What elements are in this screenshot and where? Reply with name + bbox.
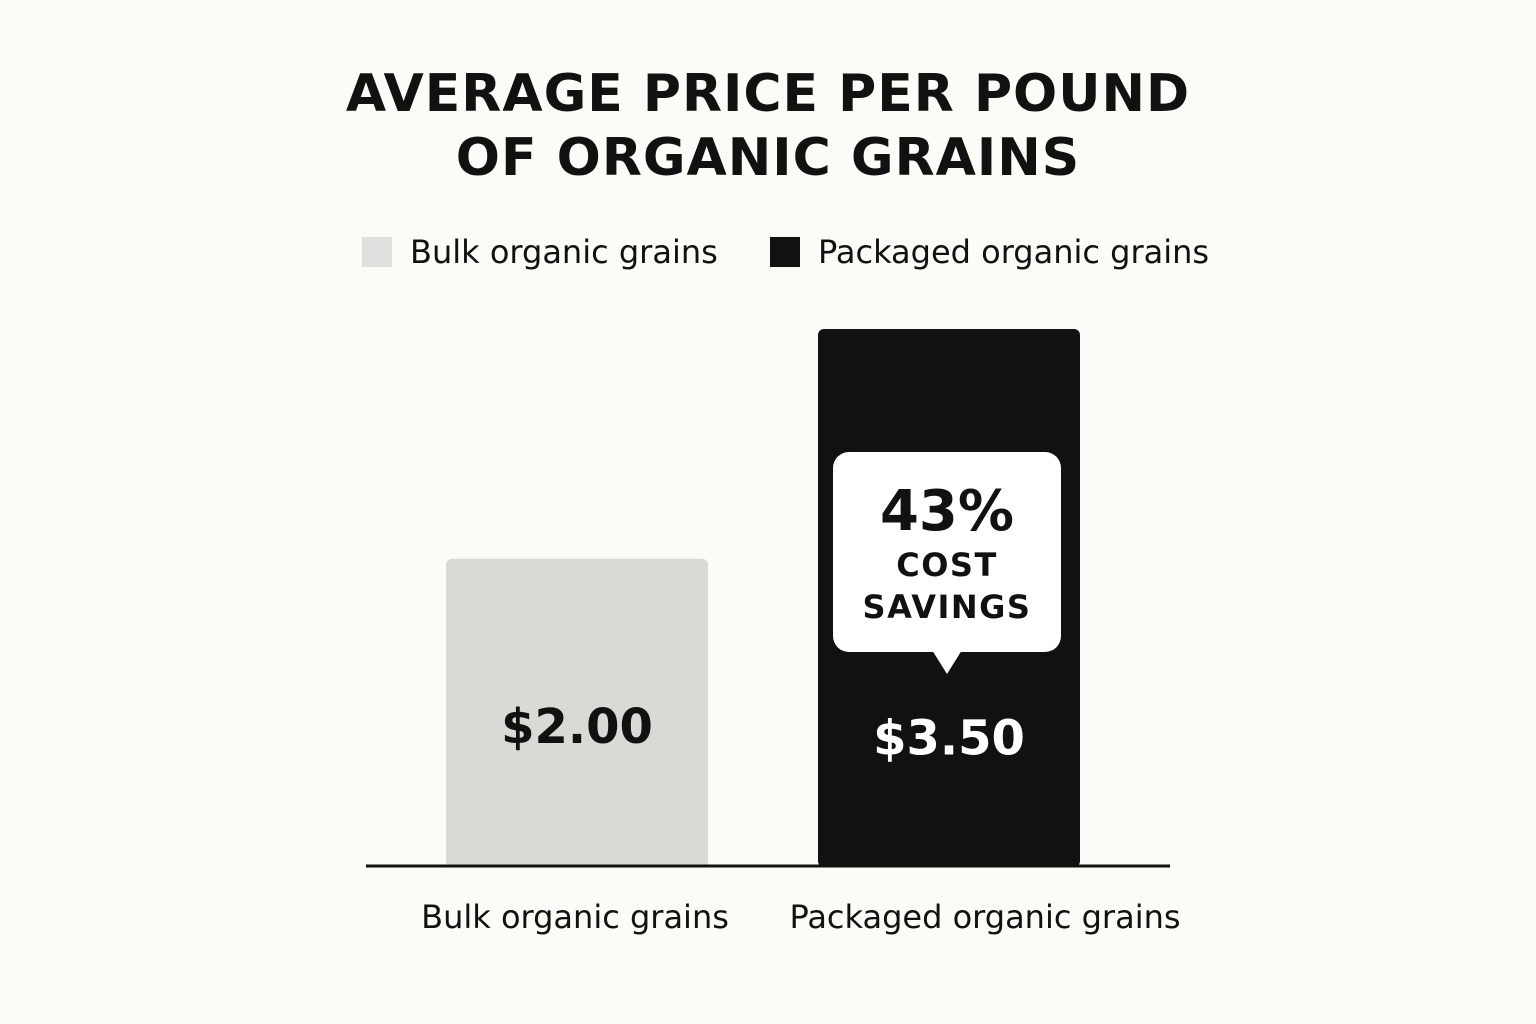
savings-label-line-1: COST xyxy=(896,546,998,584)
savings-label-line-2: SAVINGS xyxy=(862,588,1032,626)
chart-title: AVERAGE PRICE PER POUND OF ORGANIC GRAIN… xyxy=(268,62,1268,190)
savings-label: COST SAVINGS xyxy=(833,544,1061,628)
savings-callout: 43% COST SAVINGS xyxy=(833,452,1061,674)
bar-value-label-packaged: $3.50 xyxy=(873,711,1025,767)
bar-bulk xyxy=(446,558,708,867)
x-tick-label-bulk: Bulk organic grains xyxy=(421,898,729,936)
chart-title-line-2: OF ORGANIC GRAINS xyxy=(455,128,1081,188)
legend-swatch-packaged xyxy=(770,237,800,267)
legend-item-packaged: Packaged organic grains xyxy=(770,232,1209,272)
legend-swatch-bulk xyxy=(362,237,392,267)
legend-label-packaged: Packaged organic grains xyxy=(818,233,1210,271)
legend-item-bulk: Bulk organic grains xyxy=(362,232,718,272)
legend-label-bulk: Bulk organic grains xyxy=(410,233,718,271)
savings-percent: 43% xyxy=(879,479,1015,544)
chart-title-line-1: AVERAGE PRICE PER POUND xyxy=(345,64,1191,124)
x-tick-label-packaged: Packaged organic grains xyxy=(789,898,1180,936)
bar-value-label-bulk: $2.00 xyxy=(501,699,653,755)
